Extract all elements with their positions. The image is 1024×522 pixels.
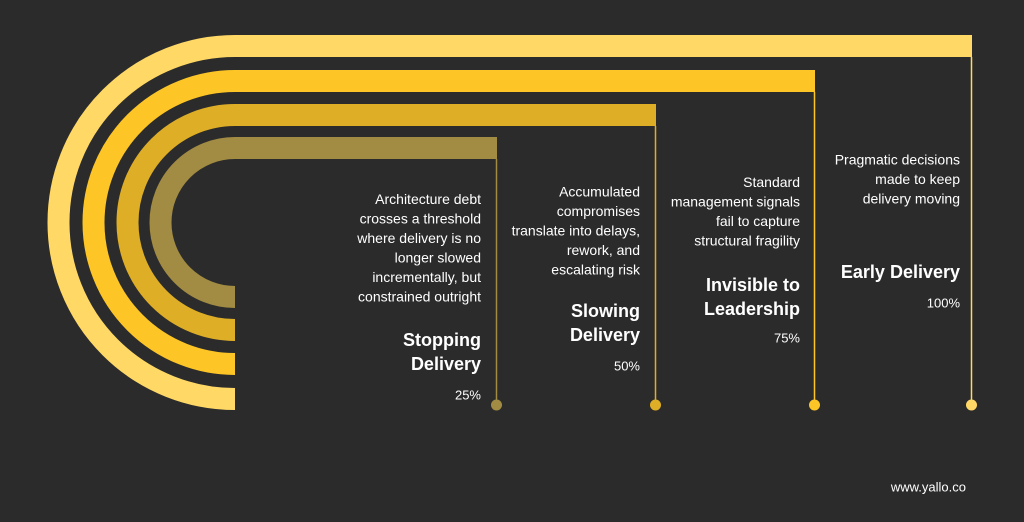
footer: www.yallo.co	[890, 479, 966, 494]
title: Leadership	[704, 299, 800, 319]
dot	[491, 399, 502, 411]
description: Architecture debt	[375, 191, 481, 207]
dot	[966, 399, 977, 411]
title: Delivery	[570, 325, 640, 345]
title: Stopping	[403, 330, 481, 350]
dot	[809, 399, 820, 411]
title: Invisible to	[706, 275, 800, 295]
description: delivery moving	[863, 191, 960, 207]
description: rework, and	[567, 242, 640, 258]
title: Delivery	[411, 354, 481, 374]
description: management signals	[671, 194, 800, 210]
band	[149, 137, 497, 308]
percent: 50%	[614, 358, 640, 373]
band	[82, 70, 815, 375]
description: longer slowed	[395, 250, 481, 266]
description: translate into delays,	[512, 223, 640, 239]
description: incrementally, but	[372, 269, 481, 285]
title: Slowing	[571, 301, 640, 321]
percent: 75%	[774, 330, 800, 345]
description: made to keep	[875, 171, 960, 187]
description: structural fragility	[694, 233, 800, 249]
description: Standard	[743, 174, 800, 190]
description: crosses a threshold	[360, 211, 481, 227]
percent: 25%	[455, 387, 481, 402]
description: compromises	[557, 203, 640, 219]
band	[116, 104, 656, 341]
title: Early Delivery	[841, 262, 960, 282]
percent: 100%	[927, 295, 961, 310]
dot	[650, 399, 661, 411]
description: Accumulated	[559, 184, 640, 200]
description: Pragmatic decisions	[835, 152, 960, 168]
band	[47, 35, 972, 410]
description: fail to capture	[716, 213, 800, 229]
description: constrained outright	[358, 289, 481, 305]
description: where delivery is no	[356, 230, 481, 246]
description: escalating risk	[551, 262, 641, 278]
